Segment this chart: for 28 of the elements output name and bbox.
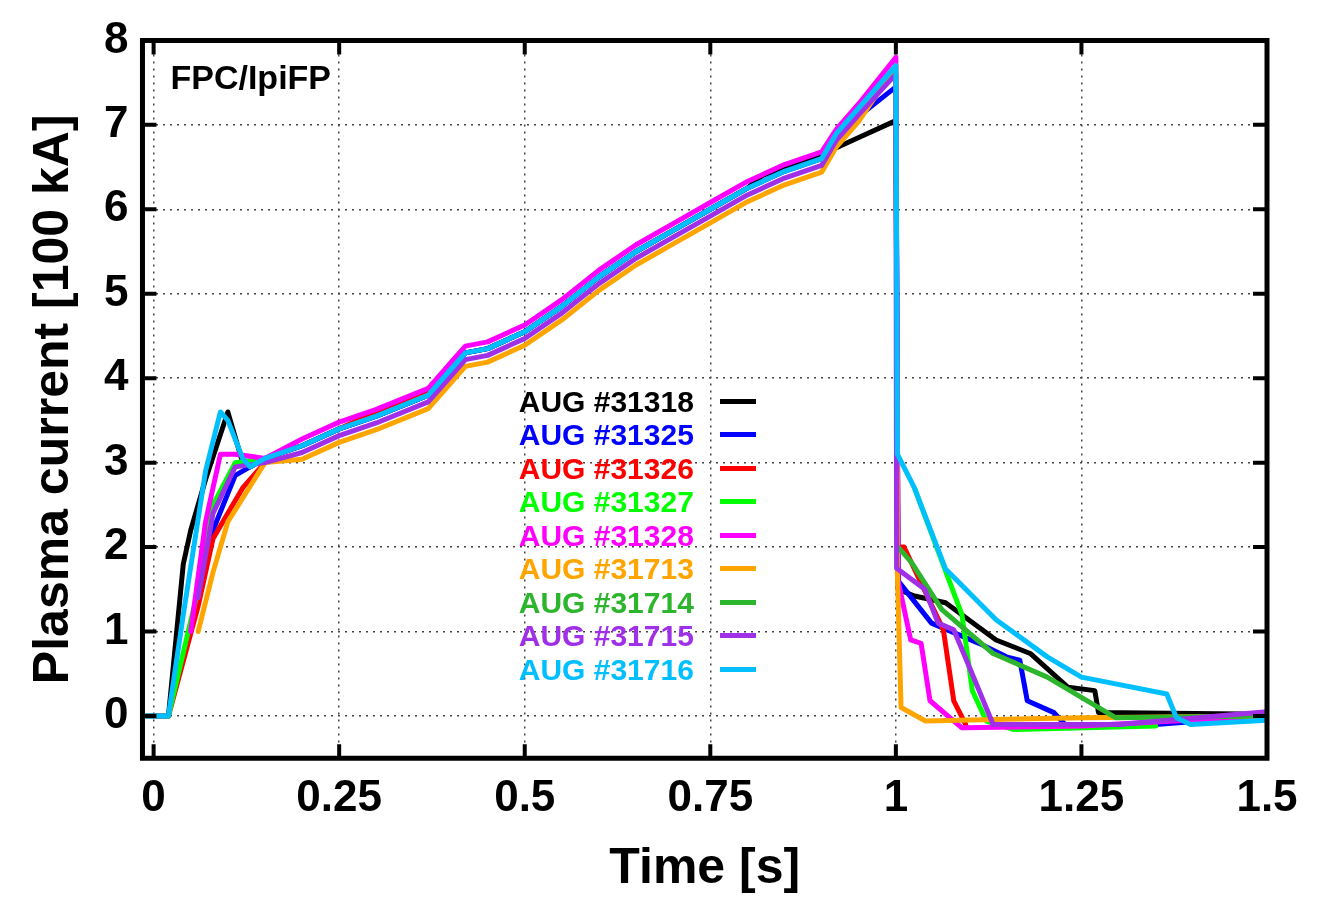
y-tick-label: 7 [103,96,129,146]
legend-label: AUG #31714 [518,585,694,620]
y-tick-label: 6 [103,181,129,231]
x-axis-title: Time [s] [609,837,801,894]
y-tick-label: 1 [103,603,129,653]
x-tick-label: 0.75 [667,770,754,820]
y-tick-label: 3 [103,434,129,484]
y-tick-label: 2 [103,519,129,569]
legend-label: AUG #31716 [518,652,694,687]
y-tick-label: 4 [103,350,129,400]
x-tick-label: 1.5 [1236,770,1298,820]
legend-label: AUG #31713 [518,552,694,586]
x-tick-label: 1 [883,770,909,820]
x-tick-label: 1.25 [1038,770,1125,820]
legend-label: AUG #31318 [518,384,694,419]
annotation: FPC/IpiFP [170,57,332,96]
y-tick-label: 8 [103,12,129,62]
x-tick-label: 0 [141,770,166,820]
y-tick-label: 0 [103,688,129,738]
y-tick-label: 5 [103,265,129,315]
legend-label: AUG #31327 [518,485,694,519]
x-tick-label: 0.25 [296,770,382,820]
legend-label: AUG #31715 [518,619,694,653]
legend-label: AUG #31326 [518,451,694,486]
x-tick-label: 0.5 [494,770,556,820]
legend-label: AUG #31325 [518,418,694,452]
legend-label: AUG #31328 [518,518,694,553]
y-axis-title: Plasma current [100 kA] [22,114,79,685]
